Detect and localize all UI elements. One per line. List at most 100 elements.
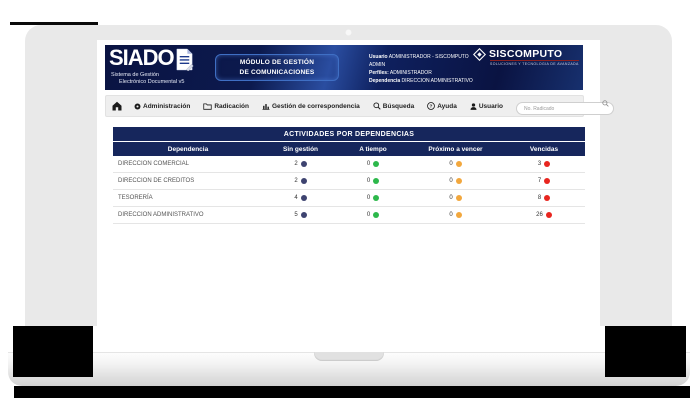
tray-icon <box>203 102 212 110</box>
siscomputo-brand-name: SISCOMPUTO <box>489 48 563 60</box>
document-icon <box>175 48 194 76</box>
laptop-shadow-bottom <box>14 386 690 398</box>
nav-label: Búsqueda <box>382 102 415 110</box>
vencidas-count[interactable]: 8 <box>503 195 585 201</box>
question-icon: ? <box>427 102 436 110</box>
proximo-a-vencer-count[interactable]: 0 <box>408 178 503 184</box>
user-info-perfiles: Perfiles: ADMINISTRADOR <box>369 69 473 77</box>
status-dot-proximo <box>455 161 462 167</box>
status-dot-proximo <box>455 178 462 184</box>
laptop-camera-dot <box>345 29 352 36</box>
perfiles-value: ADMINISTRADOR <box>389 70 432 76</box>
sin-gestion-count[interactable]: 5 <box>263 212 338 218</box>
siadoc-logo: SIADO <box>109 47 194 76</box>
user-info-dependencia: Dependencia DIRECCION ADMINISTRATIVO <box>369 77 473 85</box>
status-dot-proximo <box>455 212 462 218</box>
logo-subtitle-line2: Electrónico Documental v5 <box>119 79 185 86</box>
user-icon <box>470 102 477 110</box>
dependency-name: DIRECCION COMERCIAL <box>118 161 190 167</box>
laptop-notch <box>314 352 384 361</box>
status-dot-vencidas <box>544 178 551 184</box>
laptop-screen: SIADO Sistema de Gestión Electrónico Doc… <box>97 40 615 338</box>
status-dot-vencidas <box>544 195 551 201</box>
module-badge-line1: MÓDULO DE GESTIÓN <box>239 59 315 67</box>
status-dot-vencidas <box>544 161 551 167</box>
nav-item-usuario[interactable]: Usuario <box>470 103 503 110</box>
bar-chart-icon <box>262 103 270 110</box>
table-row: DIRECCION DE CREDITOS 2 0 0 7 <box>113 173 585 190</box>
siscomputo-logo-icon <box>472 47 487 66</box>
usuario-label: Usuario <box>369 54 388 60</box>
siadoc-logo-subtitle: Sistema de Gestión Electrónico Documenta… <box>111 72 184 87</box>
status-dot-proximo <box>455 195 462 201</box>
logo-subtitle-line1: Sistema de Gestión <box>111 72 159 78</box>
vencidas-count[interactable]: 26 <box>503 212 585 218</box>
proximo-a-vencer-count[interactable]: 0 <box>408 212 503 218</box>
col-header-dependencia: Dependencia <box>167 145 209 153</box>
nav-item-ayuda[interactable]: ? Ayuda <box>427 102 457 110</box>
a-tiempo-count[interactable]: 0 <box>338 195 408 201</box>
user-info: Usuario ADMINISTRADOR - SISCOMPUTO ADMIN… <box>369 53 473 85</box>
a-tiempo-count[interactable]: 0 <box>338 161 408 167</box>
activities-table: ACTIVIDADES POR DEPENDENCIAS Dependencia… <box>113 127 585 224</box>
siscomputo-tagline: SOLUCIONES Y TECNOLOGIA DE AVANZADA <box>490 60 579 66</box>
proximo-a-vencer-count[interactable]: 0 <box>408 195 503 201</box>
vencidas-count[interactable]: 3 <box>503 161 585 167</box>
search-submit-icon[interactable] <box>602 100 609 107</box>
status-dot-a-tiempo <box>373 195 380 201</box>
search-icon <box>373 102 381 110</box>
radicado-search <box>516 97 615 116</box>
status-dot-sin-gestion <box>300 178 307 184</box>
table-row: DIRECCION COMERCIAL 2 0 0 3 <box>113 156 585 173</box>
dependency-name: DIRECCION ADMINISTRATIVO <box>118 212 204 218</box>
table-row: DIRECCION ADMINISTRATIVO 5 0 0 26 <box>113 207 585 224</box>
laptop-shadow-right <box>605 326 686 377</box>
module-badge-line2: DE COMUNICACIONES <box>239 68 315 76</box>
sin-gestion-count[interactable]: 2 <box>263 178 338 184</box>
usuario-value: ADMINISTRADOR - SISCOMPUTO <box>388 54 469 60</box>
siadoc-logo-text: SIADO <box>109 45 175 70</box>
col-header-sin-gestion: Sin gestión <box>282 145 319 153</box>
laptop-shadow-left <box>13 326 93 377</box>
nav-item-administracion[interactable]: Administración <box>134 103 190 110</box>
nav-label: Ayuda <box>437 102 457 110</box>
sin-gestion-count[interactable]: 4 <box>263 195 338 201</box>
dependency-name: DIRECCION DE CREDITOS <box>118 178 195 184</box>
svg-text:?: ? <box>430 104 433 110</box>
vencidas-count[interactable]: 7 <box>503 178 585 184</box>
nav-label: Administración <box>143 102 191 110</box>
home-button[interactable] <box>112 101 122 111</box>
nav-item-radicacion[interactable]: Radicación <box>203 103 249 110</box>
proximo-a-vencer-count[interactable]: 0 <box>408 161 503 167</box>
col-header-vencidas: Vencidas <box>529 145 559 153</box>
nav-bar: Administración Radicación Gestión de cor… <box>105 95 615 117</box>
status-dot-sin-gestion <box>300 212 307 218</box>
sin-gestion-count[interactable]: 2 <box>263 161 338 167</box>
a-tiempo-count[interactable]: 0 <box>338 212 408 218</box>
dependencia-value: DIRECCION ADMINISTRATIVO <box>401 78 473 84</box>
radicado-search-input[interactable] <box>516 102 615 116</box>
table-title: ACTIVIDADES POR DEPENDENCIAS <box>113 127 585 141</box>
siscomputo-logo: SISCOMPUTO <box>472 47 563 66</box>
status-dot-sin-gestion <box>300 195 307 201</box>
nav-label: Usuario <box>478 102 504 110</box>
table-row: TESORERÍA 4 0 0 8 <box>113 190 585 207</box>
dependencia-label: Dependencia <box>369 78 401 84</box>
nav-label: Radicación <box>214 102 249 110</box>
a-tiempo-count[interactable]: 0 <box>338 178 408 184</box>
perfiles-label: Perfiles: <box>369 70 389 76</box>
gear-icon <box>134 103 141 109</box>
col-header-a-tiempo: A tiempo <box>359 145 387 153</box>
status-dot-a-tiempo <box>373 161 380 167</box>
nav-item-busqueda[interactable]: Búsqueda <box>373 102 414 110</box>
user-info-usuario: Usuario ADMINISTRADOR - SISCOMPUTO <box>369 53 473 61</box>
nav-item-gestion-correspondencia[interactable]: Gestión de correspondencia <box>262 103 360 110</box>
status-dot-a-tiempo <box>373 212 380 218</box>
user-info-admin: ADMIN <box>369 62 386 68</box>
mockup-artifact-line <box>10 22 98 25</box>
nav-label: Gestión de correspondencia <box>272 102 360 110</box>
col-header-proximo-a-vencer: Próximo a vencer <box>428 145 483 153</box>
module-badge: MÓDULO DE GESTIÓN DE COMUNICACIONES <box>215 54 339 81</box>
status-dot-sin-gestion <box>300 161 307 167</box>
dependency-name: TESORERÍA <box>118 195 153 201</box>
